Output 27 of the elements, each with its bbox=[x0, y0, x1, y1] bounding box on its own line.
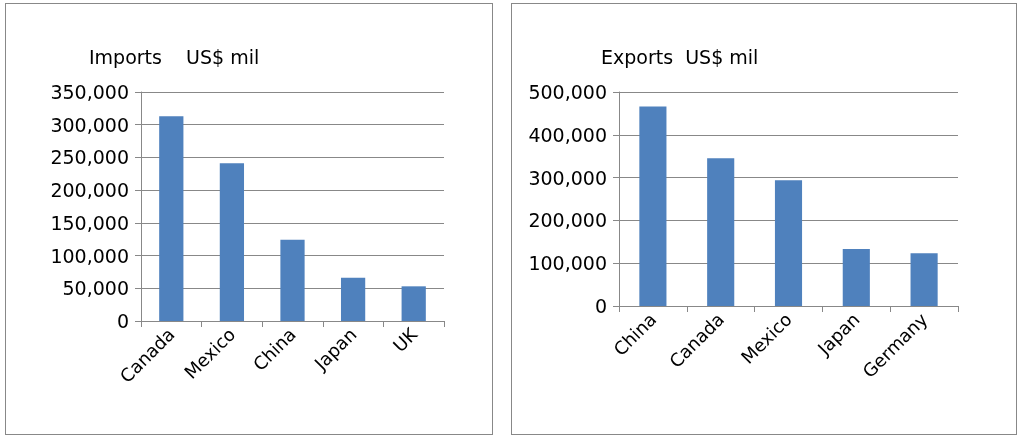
bar bbox=[159, 116, 184, 321]
bar bbox=[842, 249, 870, 306]
chart-title: Imports US$ mil bbox=[89, 45, 260, 68]
bar bbox=[774, 180, 803, 306]
y-tick-label: 200,000 bbox=[50, 179, 129, 202]
bar bbox=[280, 239, 305, 321]
y-tick-label: 400,000 bbox=[528, 123, 607, 146]
bar bbox=[910, 253, 938, 306]
bar bbox=[219, 163, 245, 321]
y-tick-label: 0 bbox=[594, 295, 607, 317]
y-tick-label: 300,000 bbox=[50, 113, 129, 136]
bar bbox=[401, 286, 426, 321]
y-tick-label: 50,000 bbox=[62, 277, 129, 300]
bar bbox=[340, 277, 366, 321]
bar bbox=[707, 158, 735, 306]
bar bbox=[639, 106, 667, 306]
y-tick-label: 100,000 bbox=[528, 252, 607, 275]
y-tick-label: 0 bbox=[116, 310, 129, 332]
y-tick-label: 500,000 bbox=[528, 81, 607, 103]
chart-title: Exports US$ mil bbox=[601, 45, 759, 68]
y-tick-label: 100,000 bbox=[50, 244, 129, 267]
y-tick-label: 300,000 bbox=[528, 166, 607, 189]
y-tick-label: 350,000 bbox=[50, 81, 129, 103]
y-tick-label: 250,000 bbox=[50, 146, 129, 169]
y-tick-label: 150,000 bbox=[50, 211, 129, 234]
y-tick-label: 200,000 bbox=[528, 209, 607, 232]
x-tick-label: UK bbox=[388, 322, 422, 357]
